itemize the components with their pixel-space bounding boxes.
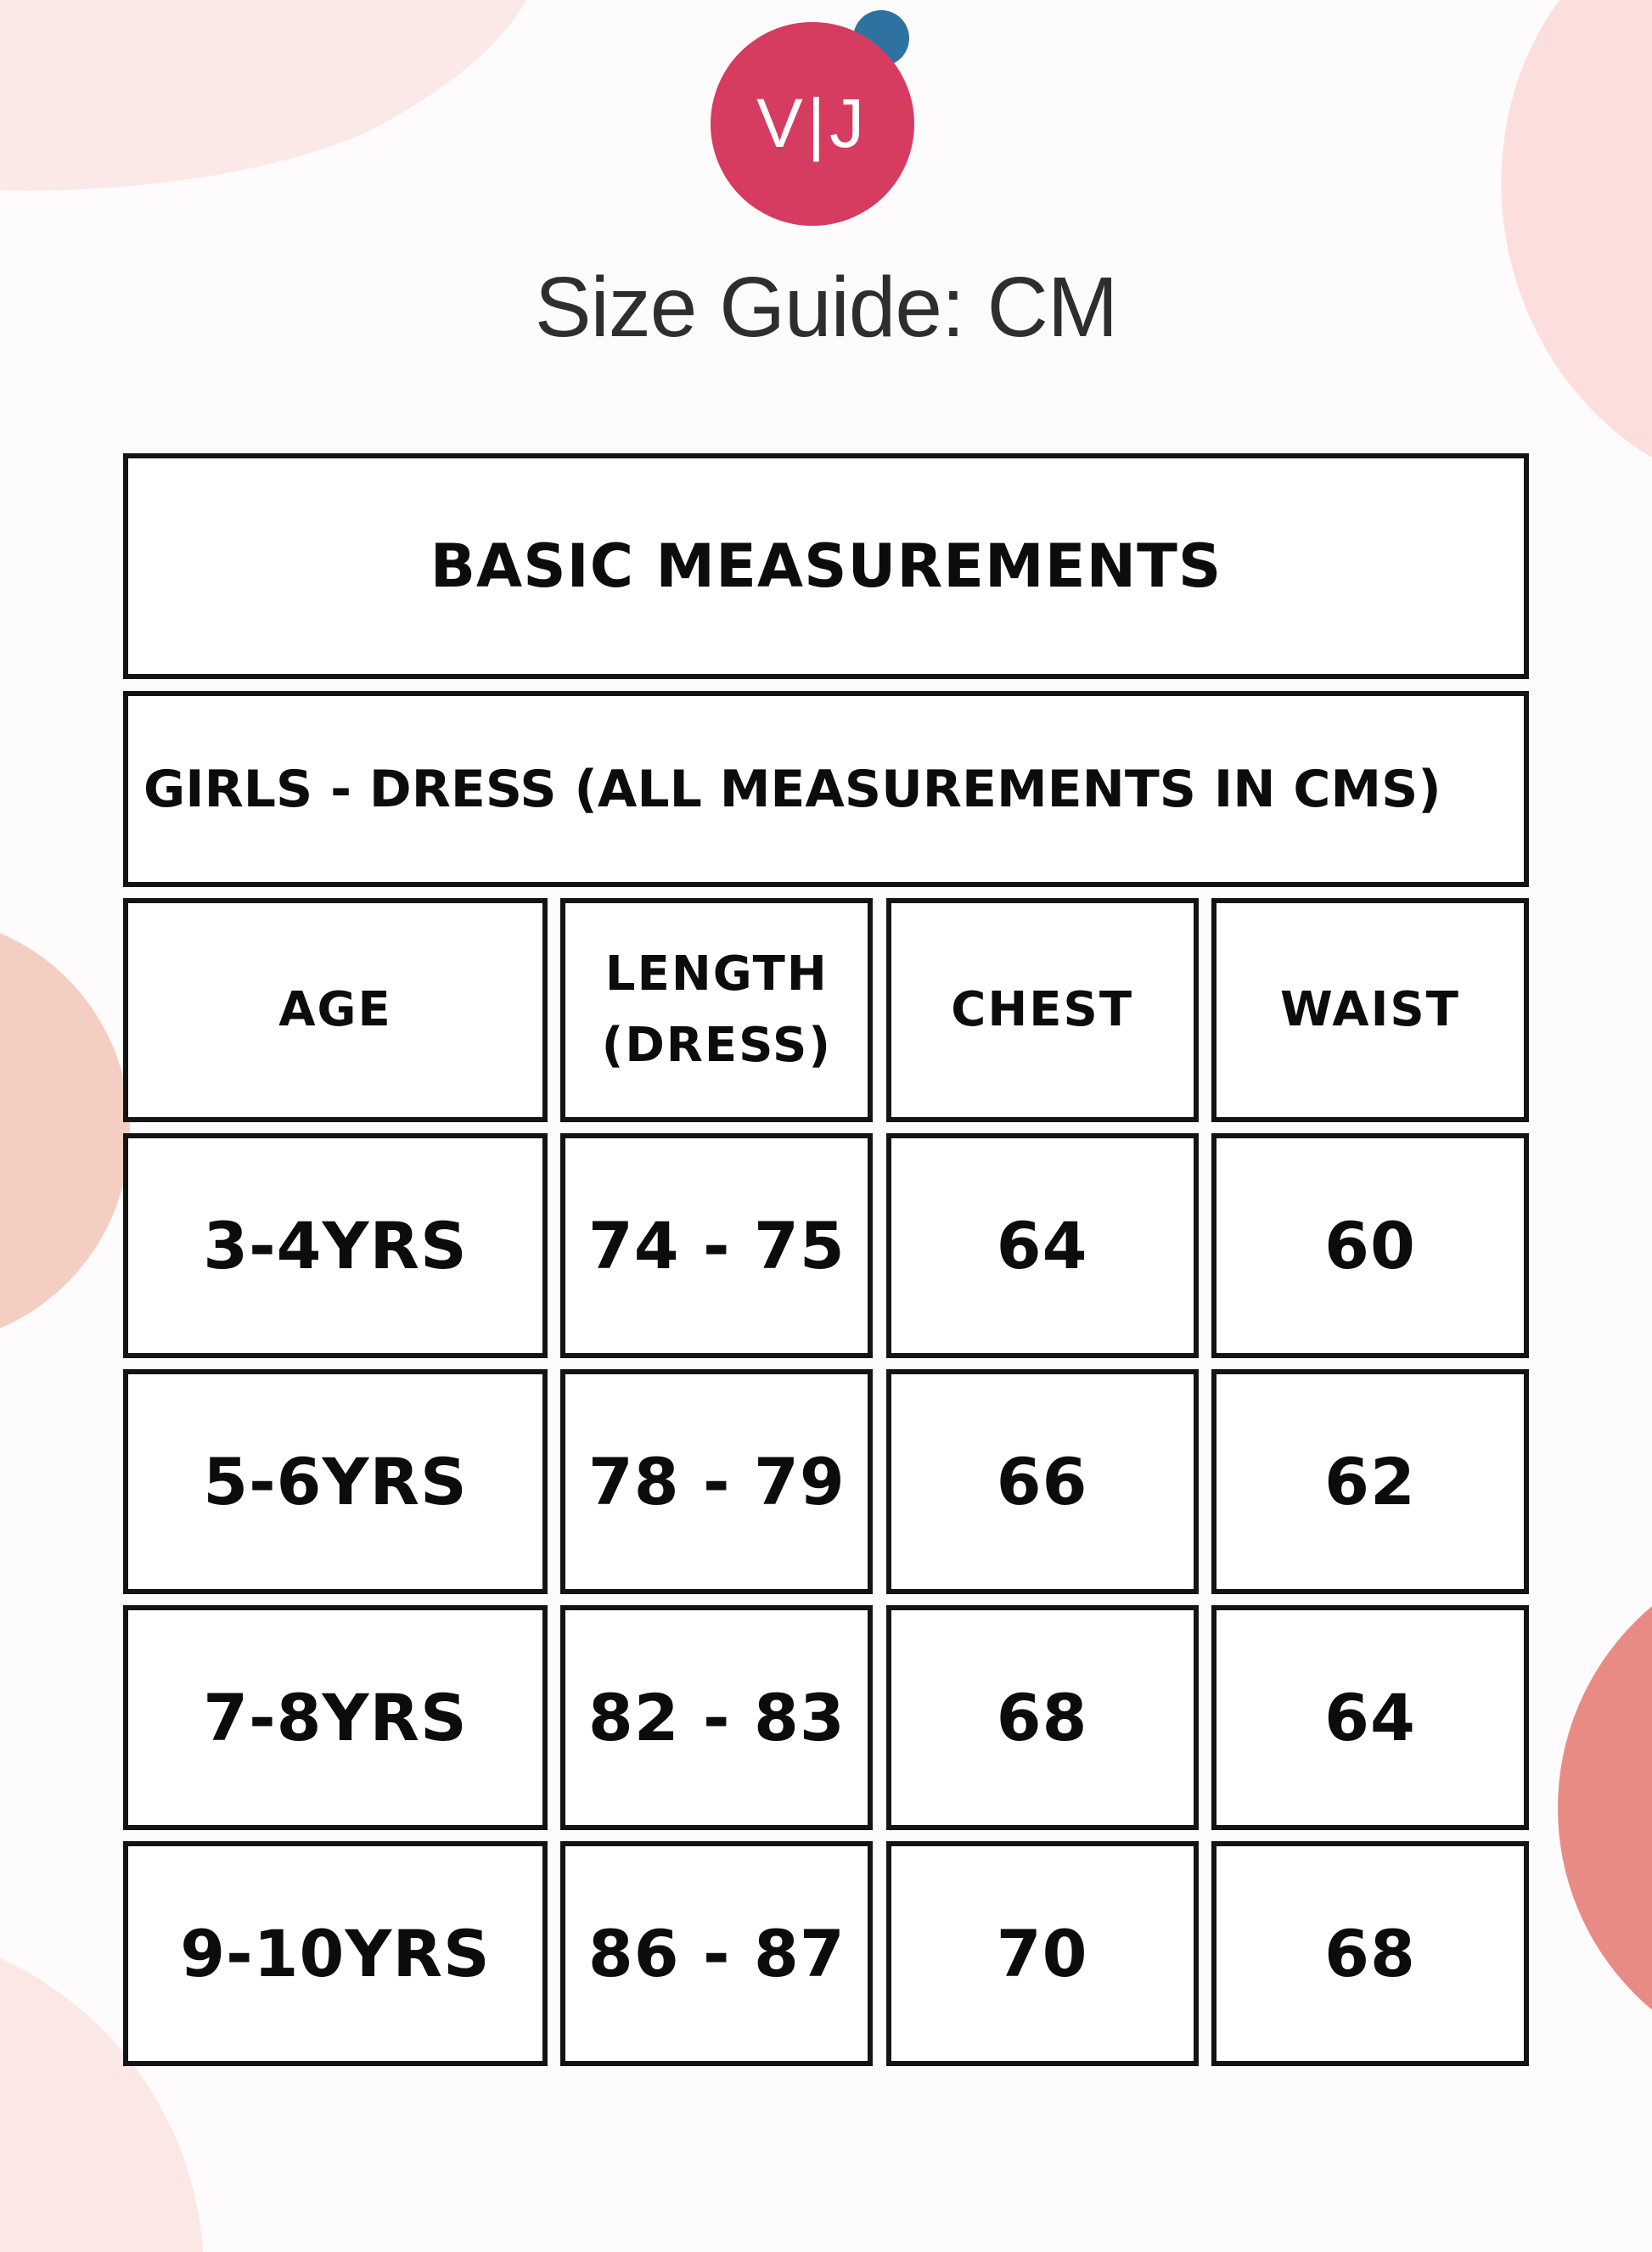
waist-cell: 60 [1211, 1133, 1529, 1358]
measurements-table: BASIC MEASUREMENTS GIRLS - DRESS (ALL ME… [123, 453, 1529, 2066]
table-banner: BASIC MEASUREMENTS [123, 453, 1529, 679]
chest-cell: 70 [885, 1841, 1199, 2066]
table-row: 7-8YRS 82 - 83 68 64 [123, 1605, 1529, 1830]
page-title: Size Guide: CM [534, 260, 1118, 355]
column-header-chest: CHEST [885, 898, 1199, 1122]
table-row: 9-10YRS 86 - 87 70 68 [123, 1841, 1529, 2066]
table-row: 5-6YRS 78 - 79 66 62 [123, 1369, 1529, 1594]
column-header-line: LENGTH [604, 946, 829, 1002]
logo-monogram: V|J [756, 85, 868, 162]
column-header-line2: (DRESS) [601, 1018, 832, 1073]
table-category: GIRLS - DRESS (ALL MEASUREMENTS IN CMS) [123, 691, 1529, 887]
waist-cell: 64 [1211, 1605, 1529, 1830]
age-cell: 9-10YRS [123, 1841, 548, 2066]
logo-circle [711, 22, 914, 226]
age-cell: 5-6YRS [123, 1369, 548, 1594]
table-row: 3-4YRS 74 - 75 64 60 [123, 1133, 1529, 1358]
waist-cell: 68 [1211, 1841, 1529, 2066]
table-header-row: AGE LENGTH (DRESS) CHEST WAIST [123, 898, 1529, 1122]
column-header-line: CHEST [951, 982, 1134, 1037]
age-cell: 7-8YRS [123, 1605, 548, 1830]
blob-bottom-left [0, 1957, 204, 2252]
length-cell: 74 - 75 [560, 1133, 874, 1358]
chest-cell: 68 [885, 1605, 1199, 1830]
column-header-waist: WAIST [1211, 898, 1529, 1122]
blob-bottom-right [1558, 1606, 1652, 2010]
brand-logo-graphic [711, 10, 914, 226]
column-header-line: AGE [278, 982, 392, 1037]
length-cell: 82 - 83 [560, 1605, 874, 1830]
brand-logo: V|J [702, 2, 940, 239]
chest-cell: 66 [885, 1369, 1199, 1594]
length-cell: 78 - 79 [560, 1369, 874, 1594]
waist-cell: 62 [1211, 1369, 1529, 1594]
column-header-length: LENGTH (DRESS) [560, 898, 874, 1122]
blob-mid-left [0, 933, 130, 1328]
blob-top-right [1501, 0, 1652, 496]
chest-cell: 64 [885, 1133, 1199, 1358]
length-cell: 86 - 87 [560, 1841, 874, 2066]
column-header-line: WAIST [1280, 982, 1460, 1037]
column-header-age: AGE [123, 898, 548, 1122]
age-cell: 3-4YRS [123, 1133, 548, 1358]
blob-top-left [0, 0, 526, 191]
